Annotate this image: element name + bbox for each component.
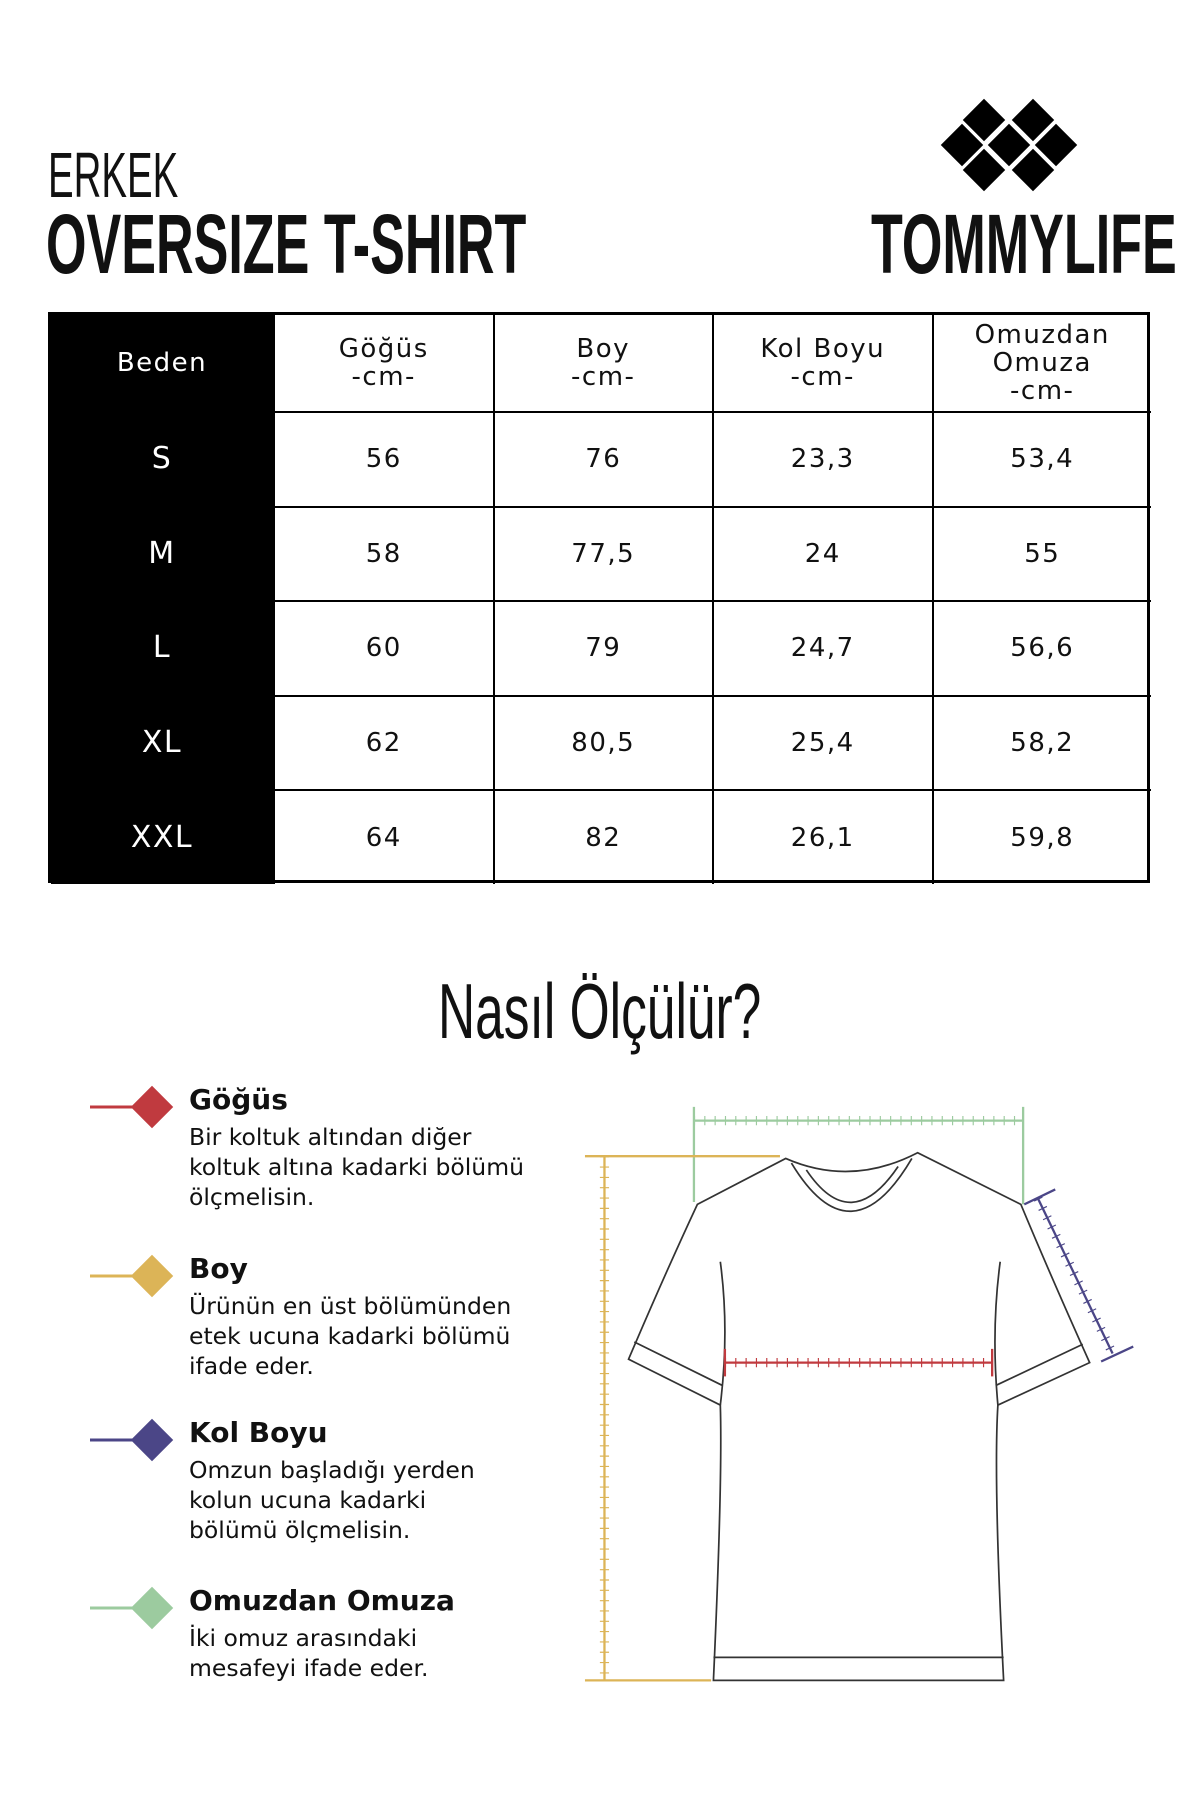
table-cell: 59,8 xyxy=(931,789,1151,884)
legend-diamond xyxy=(130,1254,174,1298)
header-text: Boy xyxy=(576,334,631,364)
legend-diamond xyxy=(130,1085,174,1129)
table-cell: 60 xyxy=(273,600,493,695)
table-cell: 64 xyxy=(273,789,493,884)
header-text: Kol Boyu xyxy=(760,334,886,364)
subtitle: ERKEK xyxy=(48,139,179,211)
legend-title: Boy xyxy=(189,1252,248,1285)
header-cell: Göğüs -cm- xyxy=(273,315,493,411)
table-cell: 24,7 xyxy=(712,600,932,695)
legend-diamond xyxy=(130,1418,174,1462)
legend-text: Ürünün en üst bölümünden xyxy=(189,1292,512,1320)
table-cell: 23,3 xyxy=(712,411,932,506)
measurements xyxy=(584,1106,1134,1682)
legend-text: ölçmelisin. xyxy=(189,1183,315,1211)
table-cell: XL xyxy=(51,694,273,790)
header-text: Göğüs xyxy=(338,334,429,364)
legend-text: İki omuz arasındaki xyxy=(189,1624,418,1652)
legend-text: Bir koltuk altından diğer xyxy=(189,1123,472,1151)
table-cell: 24 xyxy=(712,505,932,601)
header-cell: Kol Boyu -cm- xyxy=(712,315,932,411)
header-cell: Omuzdan Omuza -cm- xyxy=(931,315,1152,411)
legend-text: koltuk altına kadarki bölümü xyxy=(189,1153,524,1181)
legend-title: Omuzdan Omuza xyxy=(189,1584,455,1617)
table-cell: 53,4 xyxy=(931,411,1151,506)
table-cell: 77,5 xyxy=(492,505,712,601)
legend-diamond xyxy=(130,1586,174,1630)
legend-text: mesafeyi ifade eder. xyxy=(189,1654,429,1682)
table-cell: 82 xyxy=(492,789,712,884)
table-cell: 25,4 xyxy=(712,694,932,790)
table-cell: L xyxy=(51,600,273,695)
legend-text: Omzun başladığı yerden xyxy=(189,1456,475,1484)
logo xyxy=(940,98,1078,192)
table-cell: 55 xyxy=(931,505,1151,601)
table-cell: 56,6 xyxy=(931,600,1151,695)
header-text: -cm- xyxy=(351,362,416,392)
table-cell: 58 xyxy=(273,505,493,601)
measure-line xyxy=(1037,1198,1114,1354)
legend-text: kolun ucuna kadarki xyxy=(189,1486,427,1514)
header-cell: Beden xyxy=(51,315,273,411)
table-cell: 58,2 xyxy=(931,694,1151,790)
header-text: Omuzdan xyxy=(974,320,1110,350)
header-cell: Boy -cm- xyxy=(492,315,713,411)
header-text: -cm- xyxy=(790,362,855,392)
title: OVERSIZE T-SHIRT xyxy=(46,197,527,291)
table-cell: 26,1 xyxy=(712,789,932,884)
table-cell: 62 xyxy=(273,694,493,790)
size-table: Beden Göğüs -cm- Boy -cm- Kol Boyu -cm- Omuzdan… xyxy=(48,312,1152,884)
measure-line xyxy=(1023,1188,1056,1206)
legend-text: etek ucuna kadarki bölümü xyxy=(189,1322,511,1350)
measure-line xyxy=(1100,1345,1134,1363)
table-cell: 80,5 xyxy=(492,694,712,790)
header-text: Omuza xyxy=(992,348,1092,378)
brand: TOMMYLIFE xyxy=(871,197,1177,291)
legend-title: Göğüs xyxy=(189,1083,288,1116)
table-cell: XXL xyxy=(51,789,273,884)
legend-title: Kol Boyu xyxy=(189,1416,328,1449)
header-text: Beden xyxy=(116,348,208,378)
table-cell: S xyxy=(51,411,273,506)
tshirt xyxy=(627,1151,1091,1682)
table-cell: M xyxy=(51,505,273,601)
header-text: -cm- xyxy=(571,362,636,392)
guide-title: Nasıl Ölçülür? xyxy=(438,967,762,1055)
legend-text: bölümü ölçmelisin. xyxy=(189,1516,411,1544)
header-text: -cm- xyxy=(1010,376,1075,406)
legend-text: ifade eder. xyxy=(189,1352,314,1380)
table-cell: 56 xyxy=(273,411,493,506)
table-cell: 76 xyxy=(492,411,712,506)
table-cell: 79 xyxy=(492,600,712,695)
